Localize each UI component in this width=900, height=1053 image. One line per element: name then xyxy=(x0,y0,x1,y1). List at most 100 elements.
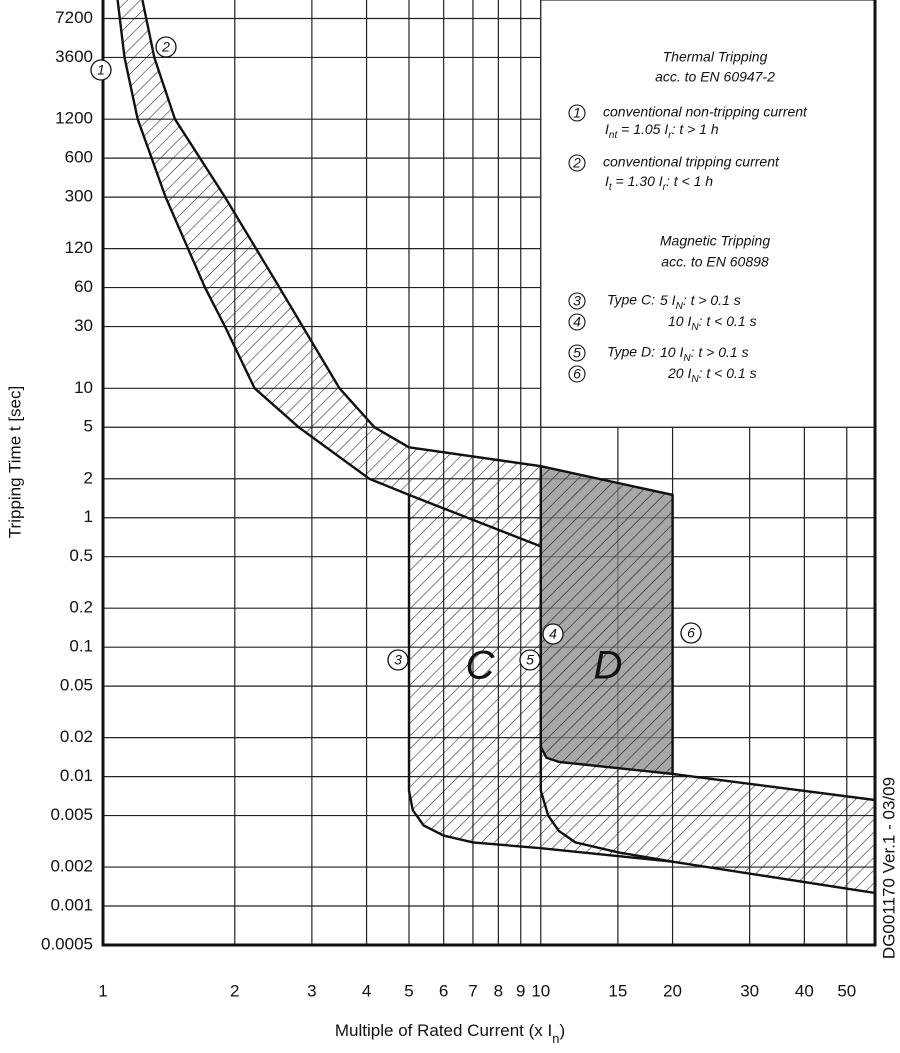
legend-formula: 20 IN: t < 0.1 s xyxy=(667,365,757,385)
x-tick-label: 1 xyxy=(98,981,107,1000)
formula-part: r xyxy=(668,130,672,141)
formula-part: N xyxy=(676,301,684,312)
formula-part: : t > 0.1 s xyxy=(691,344,749,360)
legend-formula: It = 1.30 Ir: t < 1 h xyxy=(605,173,713,193)
legend-text: conventional non-tripping current xyxy=(603,104,808,120)
legend-circle xyxy=(568,365,586,383)
y-tick-label: 5 xyxy=(84,417,93,436)
marker-circle xyxy=(90,59,112,81)
legend-type: Type C: xyxy=(607,292,655,308)
y-tick-label: 0.5 xyxy=(69,546,93,565)
legend-heading: Thermal Tripping xyxy=(663,49,768,65)
y-tick-label: 2 xyxy=(84,468,93,487)
legend-circle xyxy=(568,154,586,172)
x-axis-label-part: Multiple of Rated Current (x I xyxy=(335,1021,552,1040)
formula-part: : t > 1 h xyxy=(672,121,719,137)
formula-part: I xyxy=(605,121,609,137)
marker-label: 4 xyxy=(549,626,557,642)
lines xyxy=(116,0,875,895)
marker-circle xyxy=(519,649,541,671)
region-label: C xyxy=(466,644,496,688)
y-tick-label: 60 xyxy=(74,277,93,296)
formula-part: nt xyxy=(609,130,619,141)
legend-number: 2 xyxy=(572,155,581,171)
formula-part: 20 I xyxy=(667,365,691,381)
legend-formula: 5 IN: t > 0.1 s xyxy=(660,292,741,312)
axis-frame xyxy=(101,0,877,947)
y-tick-label: 0.005 xyxy=(50,805,93,824)
y-tick-label: 7200 xyxy=(55,8,93,27)
legend-number: 5 xyxy=(573,345,581,361)
labels: 7200360012006003001206030105210.50.20.10… xyxy=(5,0,898,1046)
fills xyxy=(117,0,876,893)
x-tick-label: 20 xyxy=(663,981,682,1000)
y-tick-label: 600 xyxy=(65,148,93,167)
y-tick-label: 0.001 xyxy=(50,896,93,915)
formula-part: : t < 0.1 s xyxy=(699,365,757,381)
x-tick-label: 9 xyxy=(516,981,525,1000)
x-tick-label: 7 xyxy=(468,981,477,1000)
legend-norm: acc. to EN 60947-2 xyxy=(655,69,775,85)
hatch-area xyxy=(117,0,875,893)
y-tick-label: 0.2 xyxy=(69,598,93,617)
legend-heading: Magnetic Tripping xyxy=(660,233,770,249)
marker-circle xyxy=(387,649,409,671)
x-tick-label: 4 xyxy=(362,981,371,1000)
marker-label: 6 xyxy=(687,625,695,641)
marker-label: 1 xyxy=(97,62,105,78)
note: DG001170 Ver.1 - 03/09 xyxy=(879,777,898,959)
formula-part: 10 I xyxy=(668,313,691,329)
x-axis-label-part: n xyxy=(552,1031,559,1046)
legend-circle xyxy=(568,292,586,310)
x-tick-label: 15 xyxy=(608,981,627,1000)
trip-curve xyxy=(539,546,673,863)
formula-part: N xyxy=(691,374,699,385)
legend-norm: acc. to EN 60898 xyxy=(661,254,769,270)
legend-type: Type D: xyxy=(607,344,655,360)
trip-curve xyxy=(141,0,674,774)
formula-part: : t < 1 h xyxy=(666,173,713,189)
legend-formula: 10 IN: t < 0.1 s xyxy=(668,313,757,333)
legend-circle xyxy=(568,104,586,122)
y-tick-label: 0.01 xyxy=(60,766,93,785)
y-tick-label: 1 xyxy=(84,507,93,526)
formula-part: = 1.05 I xyxy=(617,121,668,137)
legend-number: 4 xyxy=(573,314,581,330)
x-tick-label: 5 xyxy=(404,981,413,1000)
marker-label: 5 xyxy=(526,652,534,668)
y-tick-label: 0.1 xyxy=(69,637,93,656)
marker-label: 2 xyxy=(161,39,170,55)
y-tick-label: 30 xyxy=(74,316,93,335)
y-tick-label: 120 xyxy=(65,238,93,257)
x-axis-label-part: ) xyxy=(559,1021,565,1040)
formula-part: N xyxy=(691,322,699,333)
legend-formula: 10 IN: t > 0.1 s xyxy=(660,344,749,364)
formula-part: : t < 0.1 s xyxy=(699,313,757,329)
x-tick-label: 6 xyxy=(439,981,448,1000)
formula-part: N xyxy=(683,353,691,364)
x-axis-label: Multiple of Rated Current (x In) xyxy=(335,1021,565,1045)
legend-text: conventional tripping current xyxy=(603,154,780,170)
region-d-hatch xyxy=(540,466,673,774)
y-tick-label: 3600 xyxy=(55,47,93,66)
x-tick-label: 10 xyxy=(531,981,550,1000)
marker-circle xyxy=(542,623,564,645)
legend-number: 3 xyxy=(573,293,581,309)
formula-part: 5 I xyxy=(660,292,676,308)
legend-number: 1 xyxy=(573,105,581,121)
x-tick-label: 50 xyxy=(837,981,856,1000)
y-tick-label: 300 xyxy=(65,187,93,206)
marker-circle xyxy=(680,622,702,644)
trip-curve xyxy=(116,0,542,548)
y-tick-label: 0.002 xyxy=(50,857,93,876)
y-tick-label: 0.02 xyxy=(60,727,93,746)
x-tick-label: 30 xyxy=(740,981,759,1000)
formula-part: r xyxy=(663,182,667,193)
x-tick-label: 3 xyxy=(307,981,316,1000)
y-tick-label: 0.0005 xyxy=(41,934,93,953)
legend-number: 6 xyxy=(573,366,581,382)
trip-curve xyxy=(407,494,875,895)
formula-part: : t > 0.1 s xyxy=(683,292,741,308)
y-tick-label: 0.05 xyxy=(60,676,93,695)
